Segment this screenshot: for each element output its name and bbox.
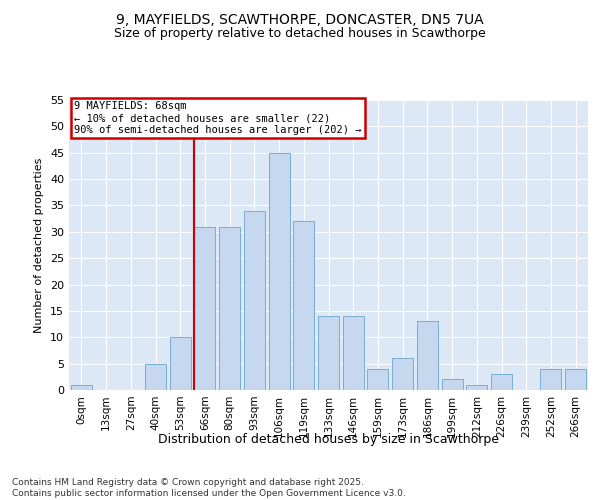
Bar xyxy=(491,374,512,390)
Bar xyxy=(145,364,166,390)
Bar xyxy=(565,369,586,390)
Bar xyxy=(392,358,413,390)
Text: Contains HM Land Registry data © Crown copyright and database right 2025.
Contai: Contains HM Land Registry data © Crown c… xyxy=(12,478,406,498)
Bar xyxy=(219,226,240,390)
Bar xyxy=(367,369,388,390)
Text: Distribution of detached houses by size in Scawthorpe: Distribution of detached houses by size … xyxy=(158,432,499,446)
Bar xyxy=(170,338,191,390)
Bar xyxy=(194,226,215,390)
Bar xyxy=(442,380,463,390)
Bar xyxy=(343,316,364,390)
Bar xyxy=(541,369,562,390)
Text: 9 MAYFIELDS: 68sqm
← 10% of detached houses are smaller (22)
90% of semi-detache: 9 MAYFIELDS: 68sqm ← 10% of detached hou… xyxy=(74,102,362,134)
Bar xyxy=(244,210,265,390)
Bar xyxy=(466,384,487,390)
Bar xyxy=(71,384,92,390)
Text: Size of property relative to detached houses in Scawthorpe: Size of property relative to detached ho… xyxy=(114,28,486,40)
Text: 9, MAYFIELDS, SCAWTHORPE, DONCASTER, DN5 7UA: 9, MAYFIELDS, SCAWTHORPE, DONCASTER, DN5… xyxy=(116,12,484,26)
Bar xyxy=(269,152,290,390)
Bar xyxy=(293,222,314,390)
Y-axis label: Number of detached properties: Number of detached properties xyxy=(34,158,44,332)
Bar xyxy=(318,316,339,390)
Bar xyxy=(417,322,438,390)
